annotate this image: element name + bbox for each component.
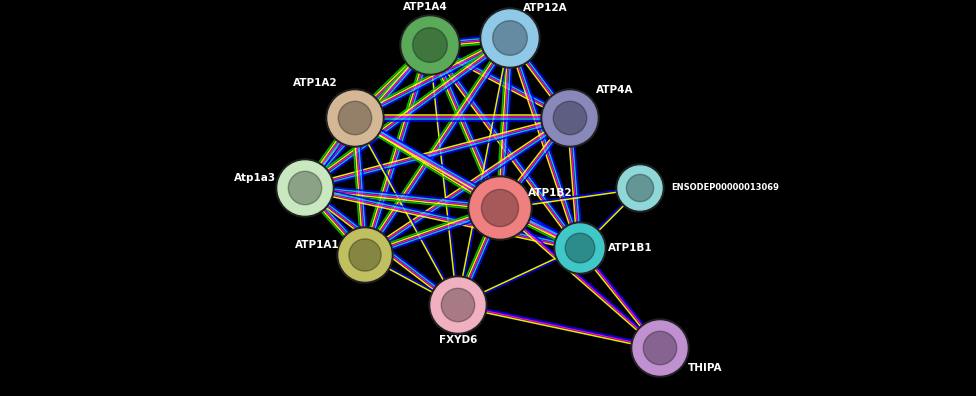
Text: FXYD6: FXYD6 [439,335,477,345]
Circle shape [288,171,322,205]
Circle shape [402,17,458,73]
Circle shape [618,166,662,210]
Circle shape [481,189,518,227]
Circle shape [553,101,587,135]
Circle shape [348,239,381,271]
Circle shape [441,288,474,322]
Circle shape [493,21,527,55]
Circle shape [339,101,372,135]
Circle shape [468,176,532,240]
Text: ATP1A1: ATP1A1 [295,240,340,250]
Text: ATP1B1: ATP1B1 [608,243,652,253]
Text: ATP1A4: ATP1A4 [403,2,447,12]
Circle shape [278,161,332,215]
Circle shape [326,89,384,147]
Circle shape [429,276,487,334]
Text: ATP12A: ATP12A [523,3,567,13]
Text: ATP4A: ATP4A [596,85,633,95]
Text: ATP1A2: ATP1A2 [293,78,338,88]
Circle shape [276,159,334,217]
Circle shape [337,227,393,283]
Circle shape [482,10,538,66]
Circle shape [631,319,689,377]
Circle shape [431,278,485,332]
Circle shape [400,15,460,75]
Circle shape [616,164,664,212]
Circle shape [480,8,540,68]
Circle shape [643,331,676,365]
Circle shape [339,229,391,281]
Text: THIPA: THIPA [688,363,722,373]
Circle shape [565,233,595,263]
Circle shape [554,222,606,274]
Circle shape [541,89,599,147]
Text: Atp1a3: Atp1a3 [234,173,276,183]
Circle shape [470,178,530,238]
Circle shape [543,91,597,145]
Circle shape [627,174,654,202]
Text: ATP1B2: ATP1B2 [528,188,572,198]
Circle shape [556,224,604,272]
Circle shape [328,91,382,145]
Circle shape [413,28,447,62]
Circle shape [633,321,687,375]
Text: ENSODEP00000013069: ENSODEP00000013069 [671,183,779,192]
